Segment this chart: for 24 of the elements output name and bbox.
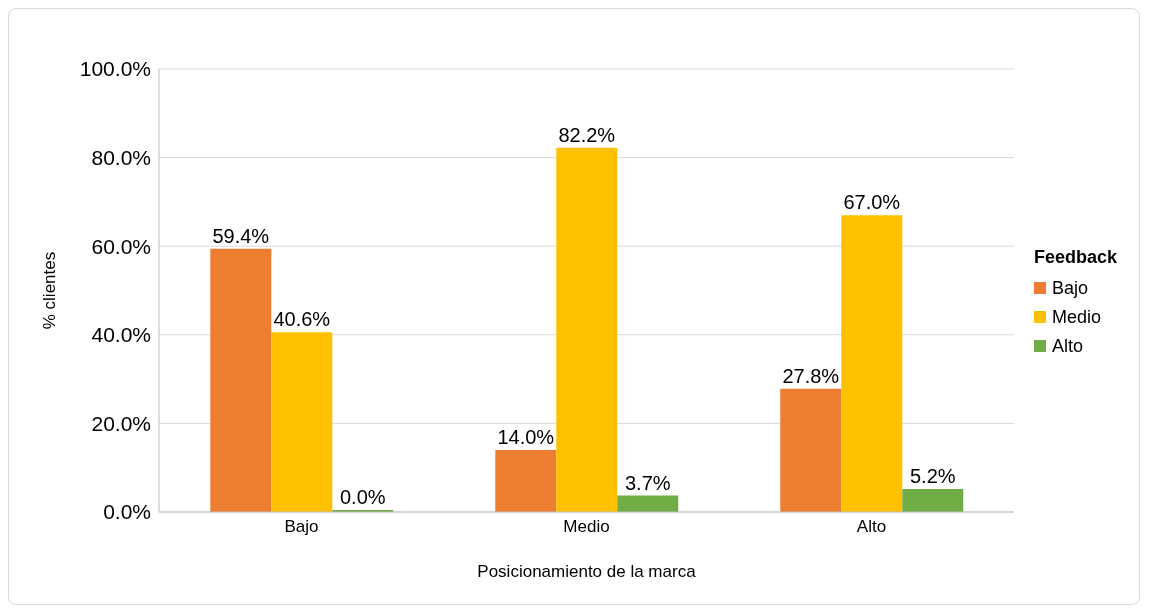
- data-label: 14.0%: [497, 425, 555, 448]
- data-label: 27.8%: [782, 364, 840, 387]
- x-tick-label: Bajo: [284, 517, 319, 537]
- y-tick-label: 60.0%: [91, 234, 151, 258]
- x-tick-label: Alto: [856, 517, 887, 537]
- data-label: 3.7%: [624, 471, 671, 494]
- data-label: 67.0%: [843, 191, 901, 214]
- data-label: 40.6%: [273, 308, 331, 331]
- legend-label: Alto: [1051, 335, 1083, 357]
- data-label: 82.2%: [558, 123, 616, 146]
- y-tick-label: 0.0%: [103, 500, 151, 524]
- y-tick-label: 80.0%: [91, 146, 151, 170]
- legend-title: Feedback: [1033, 246, 1117, 268]
- data-label: 59.4%: [212, 224, 270, 247]
- y-axis-title: % clientes: [40, 251, 60, 330]
- legend-label: Medio: [1051, 306, 1101, 328]
- x-tick-label: Medio: [563, 517, 610, 537]
- data-label: 0.0%: [340, 486, 386, 508]
- y-tick-label: 20.0%: [91, 411, 151, 435]
- legend-label: Bajo: [1051, 277, 1088, 299]
- data-label: 5.2%: [909, 464, 956, 487]
- y-tick-label: 40.0%: [91, 323, 151, 347]
- y-tick-label: 100.0%: [79, 57, 151, 81]
- x-axis-title: Posicionamiento de la marca: [477, 562, 697, 581]
